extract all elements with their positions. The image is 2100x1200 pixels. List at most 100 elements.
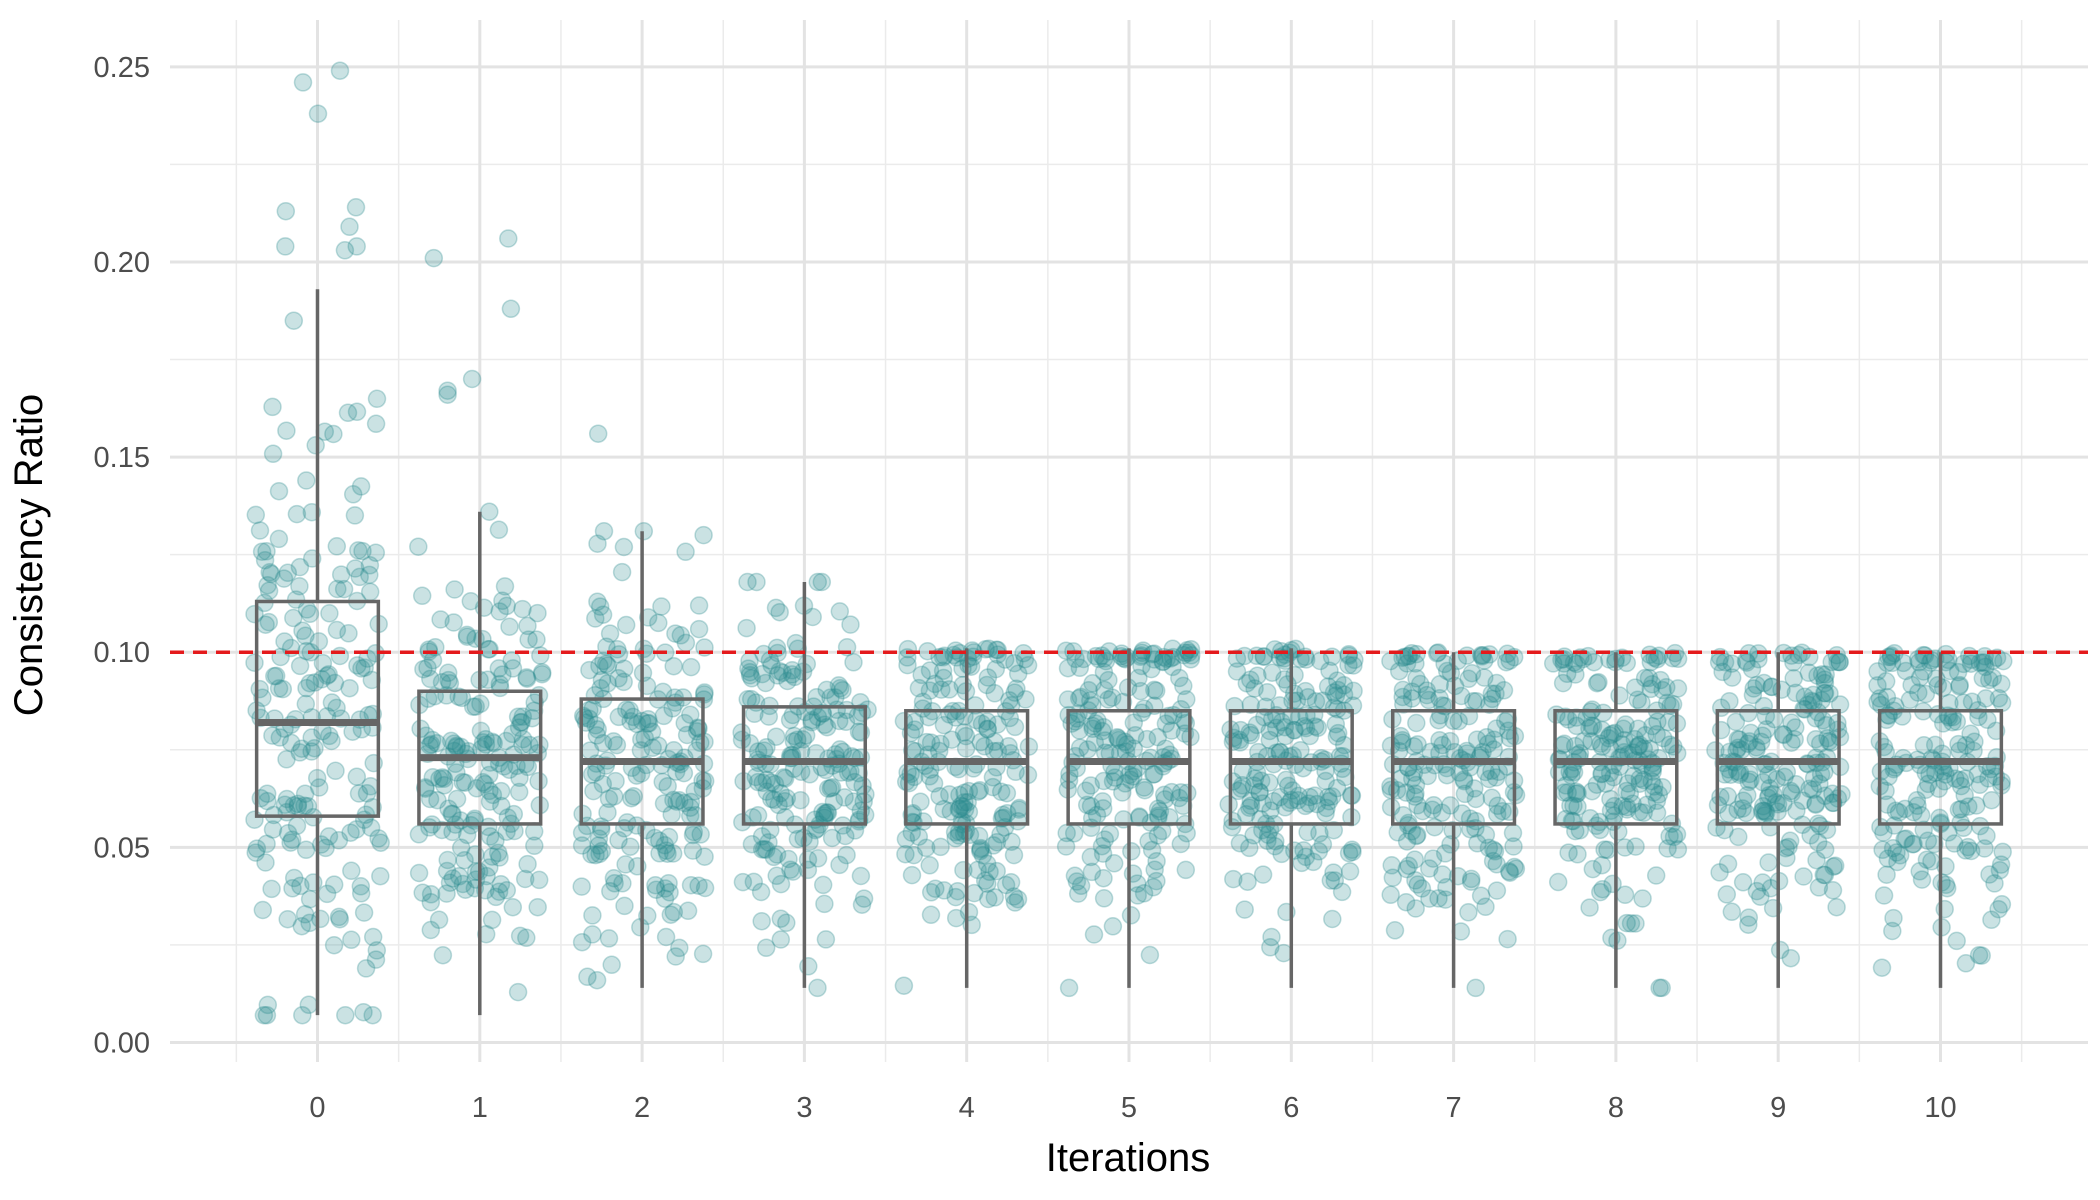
data-point	[269, 481, 289, 501]
data-point	[1161, 649, 1180, 668]
data-point	[971, 838, 990, 858]
box-body	[1228, 709, 1354, 826]
data-point	[483, 732, 502, 752]
data-point	[1468, 834, 1487, 853]
data-point	[357, 784, 377, 803]
data-point	[1500, 863, 1520, 882]
data-point	[1578, 646, 1598, 666]
data-point	[1711, 787, 1730, 807]
data-point	[971, 732, 990, 752]
data-point	[691, 825, 710, 844]
data-point	[1592, 737, 1612, 756]
data-point	[1815, 786, 1835, 806]
data-point	[588, 424, 608, 443]
data-point	[1823, 784, 1842, 803]
data-point	[486, 887, 506, 907]
data-point	[1276, 770, 1296, 790]
data-point	[371, 866, 390, 886]
data-point	[996, 875, 1016, 895]
data-point	[1086, 646, 1106, 666]
data-point	[1803, 685, 1823, 705]
data-point	[1406, 871, 1425, 890]
data-point	[1654, 728, 1673, 748]
data-point	[1104, 854, 1124, 873]
data-point	[1298, 688, 1318, 707]
data-point	[341, 823, 360, 842]
data-point	[305, 738, 324, 758]
data-point	[1324, 820, 1344, 840]
data-point	[1096, 651, 1116, 671]
data-point	[1812, 665, 1832, 684]
data-point	[1068, 884, 1088, 903]
data-point	[605, 874, 624, 893]
data-point	[765, 774, 785, 794]
data-point	[456, 880, 475, 899]
data-point	[695, 847, 714, 866]
data-point	[1275, 717, 1295, 737]
data-point	[1954, 654, 1973, 674]
data-point	[1131, 681, 1150, 701]
data-point	[1593, 879, 1612, 899]
data-point	[1755, 801, 1775, 821]
data-point	[896, 829, 916, 849]
data-point	[1406, 784, 1425, 803]
data-point	[780, 710, 800, 730]
box-body	[1066, 709, 1192, 826]
data-point	[1870, 689, 1890, 708]
data-point	[347, 237, 366, 256]
data-point	[1949, 734, 1968, 754]
data-point	[1598, 840, 1617, 860]
data-point	[1250, 782, 1269, 802]
data-point	[769, 795, 788, 815]
data-point	[453, 772, 472, 792]
data-point	[590, 597, 610, 616]
data-point	[593, 733, 613, 753]
data-point	[1589, 672, 1608, 692]
data-point	[434, 769, 454, 789]
data-point	[751, 882, 771, 902]
data-point	[586, 609, 605, 628]
data-point	[934, 668, 953, 688]
data-point	[1918, 774, 1938, 794]
data-point	[1320, 661, 1339, 680]
data-point	[354, 903, 374, 922]
data-point	[529, 870, 549, 890]
data-point	[319, 827, 339, 846]
data-point	[614, 672, 633, 692]
data-point	[818, 803, 838, 822]
data-point	[627, 766, 646, 785]
data-point	[1437, 765, 1457, 785]
data-point	[926, 879, 945, 898]
data-point	[1465, 779, 1484, 798]
data-point	[1877, 687, 1897, 707]
data-point	[1430, 730, 1449, 750]
data-point	[1809, 878, 1829, 897]
data-point	[1334, 676, 1354, 695]
data-point	[762, 789, 781, 809]
data-point	[476, 924, 496, 944]
data-point	[347, 767, 367, 786]
data-point	[1403, 769, 1422, 788]
data-point	[658, 844, 677, 863]
data-point	[290, 557, 310, 577]
data-point	[1230, 833, 1250, 853]
data-point	[423, 730, 442, 750]
data-point	[255, 550, 275, 570]
data-point	[1476, 897, 1495, 917]
data-point	[816, 804, 835, 823]
data-point	[1407, 826, 1426, 846]
data-point	[920, 856, 939, 875]
data-point	[1808, 833, 1828, 852]
data-point	[455, 773, 475, 792]
data-point	[1916, 780, 1936, 800]
data-point	[1466, 789, 1486, 809]
x-tick-label: 3	[796, 1092, 812, 1124]
data-point	[1717, 885, 1737, 904]
data-point	[297, 471, 316, 490]
data-point	[1972, 946, 1991, 965]
data-point	[1430, 675, 1450, 694]
data-point	[1950, 677, 1969, 696]
data-point	[764, 847, 784, 867]
data-point	[1767, 769, 1787, 789]
